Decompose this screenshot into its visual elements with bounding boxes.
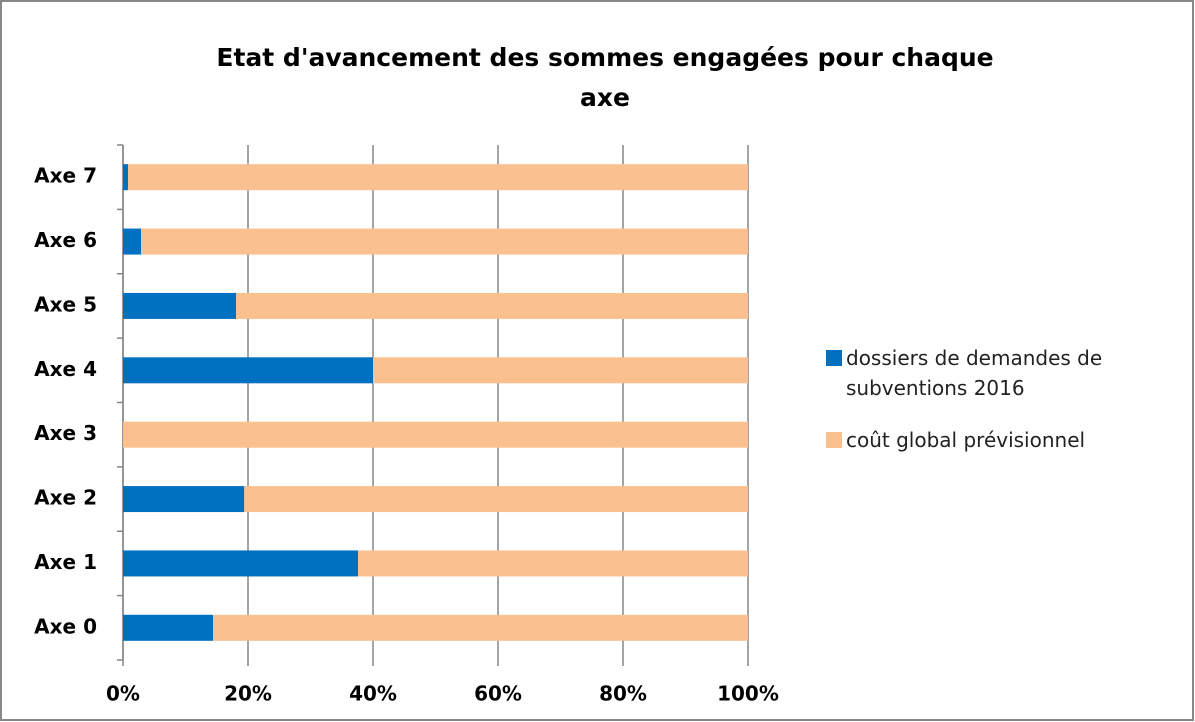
bar-segment — [141, 228, 748, 255]
legend-label: dossiers de demandes de subventions 2016 — [846, 346, 1103, 400]
bar-segment — [213, 614, 748, 641]
bar-segment — [123, 228, 142, 255]
legend-item: coût global prévisionnel — [826, 425, 1176, 455]
x-tick-label: 60% — [474, 682, 522, 706]
bar-segment — [123, 357, 373, 384]
y-tick-label: Axe 7 — [34, 164, 97, 188]
legend-swatch — [826, 350, 842, 366]
y-tick-label: Axe 1 — [34, 550, 97, 574]
bar-segment — [123, 550, 358, 577]
y-tick-label: Axe 3 — [34, 421, 97, 445]
bar-segment — [123, 421, 748, 448]
legend: dossiers de demandes de subventions 2016… — [826, 343, 1176, 477]
legend-item: dossiers de demandes de subventions 2016 — [826, 343, 1176, 403]
bar-segment — [123, 292, 237, 319]
bar-segment — [123, 486, 245, 513]
bar-segment — [358, 550, 748, 577]
bar-segment — [128, 164, 748, 191]
bar-segment — [373, 357, 748, 384]
y-tick-label: Axe 0 — [34, 614, 97, 638]
x-tick-label: 20% — [224, 682, 272, 706]
x-tick-label: 40% — [349, 682, 397, 706]
x-tick-label: 80% — [599, 682, 647, 706]
y-tick-label: Axe 4 — [34, 357, 97, 381]
x-tick-label: 0% — [106, 682, 140, 706]
legend-label: coût global prévisionnel — [846, 428, 1086, 452]
chart-title: Etat d'avancement des sommes engagées po… — [216, 43, 994, 112]
bar-segment — [123, 614, 213, 641]
bar-segment — [123, 164, 128, 191]
y-tick-label: Axe 5 — [34, 292, 97, 316]
y-tick-label: Axe 2 — [34, 486, 97, 510]
bar-segment — [244, 486, 748, 513]
y-tick-label: Axe 6 — [34, 228, 97, 252]
legend-swatch — [826, 432, 842, 448]
bar-segment — [236, 292, 748, 319]
x-tick-label: 100% — [717, 682, 779, 706]
